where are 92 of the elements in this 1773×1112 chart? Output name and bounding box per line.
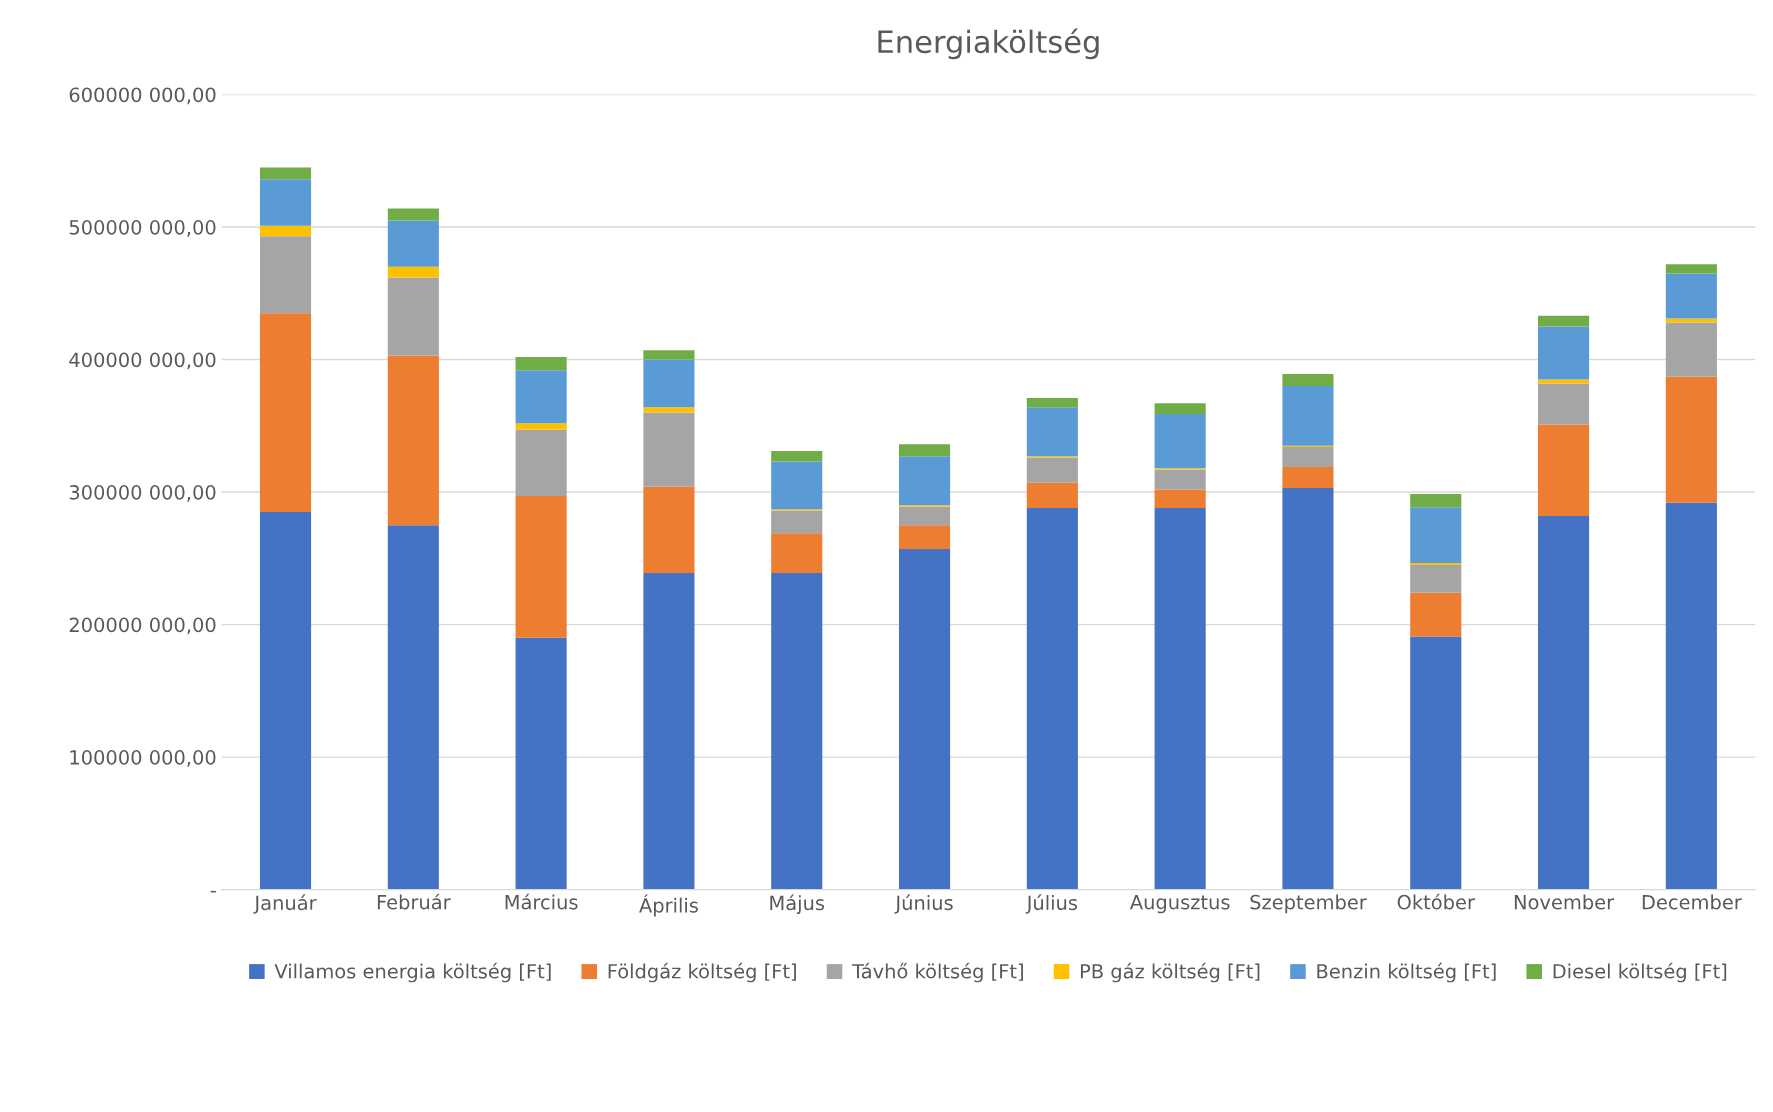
x-tick-label: Szeptember [1250, 894, 1367, 914]
bar [1282, 374, 1334, 387]
bar [1665, 273, 1717, 319]
x-tick-label: Július [1025, 894, 1078, 914]
bar [898, 456, 951, 506]
bar [1538, 315, 1590, 327]
y-tick-label: 400000 000,00 [69, 352, 216, 370]
legend-label: Villamos energia költség [Ft] [274, 962, 551, 983]
bar [1538, 515, 1590, 890]
bar [515, 423, 567, 430]
bar [1410, 636, 1462, 890]
bar [1665, 264, 1717, 274]
x-tick-label: Október [1397, 893, 1475, 910]
bar [771, 572, 823, 890]
bar [1410, 564, 1462, 593]
y-tick-label: 100000 000,00 [70, 750, 216, 767]
bar [643, 572, 695, 890]
bar [1410, 507, 1462, 563]
bar [1282, 447, 1334, 467]
bar [1665, 502, 1717, 890]
bar [1026, 457, 1078, 483]
bar [1026, 407, 1078, 457]
x-tick-label: Június [894, 894, 953, 914]
bar [898, 444, 951, 457]
bar [259, 236, 312, 314]
bar [387, 355, 439, 526]
bar [1538, 379, 1590, 384]
bar [1282, 386, 1334, 446]
bar [1410, 494, 1462, 508]
x-tick-label: Január [253, 894, 317, 914]
legend-label: Diesel költség [Ft] [1553, 962, 1727, 983]
bar [643, 486, 695, 573]
bar [1154, 403, 1206, 414]
legend-label: Benzin költség [Ft] [1317, 962, 1496, 983]
legend-label: PB gáz költség [Ft] [1080, 962, 1260, 983]
bar [387, 220, 439, 267]
bar [1282, 488, 1334, 890]
x-tick-label: Március [505, 893, 578, 910]
x-tick-label: Augusztus [1129, 895, 1230, 914]
bar [1026, 507, 1078, 890]
y-tick-label: 600000 000,00 [69, 87, 216, 105]
bar [643, 407, 695, 413]
legend-label: Földgáz költség [Ft] [608, 962, 796, 983]
y-tick-label: 500000 000,00 [69, 219, 216, 237]
x-tick-label: December [1642, 894, 1742, 910]
bar [643, 412, 695, 487]
bar [387, 525, 439, 890]
bar [1665, 322, 1717, 377]
bar [1665, 318, 1717, 323]
bar [259, 511, 312, 890]
x-tick-label: Május [770, 894, 825, 915]
bar [515, 356, 567, 371]
bar [259, 225, 312, 237]
bar [643, 359, 695, 408]
bar [387, 266, 439, 278]
y-tick-label: - [210, 890, 216, 893]
bar [387, 277, 439, 356]
bar [515, 370, 567, 424]
y-tick-label: 200000 000,00 [69, 617, 216, 635]
bar [1154, 489, 1206, 508]
bar [898, 506, 951, 526]
bar [898, 549, 951, 890]
legend-label: Távhő költség [Ft] [851, 962, 1023, 983]
bar [259, 167, 312, 180]
bar [1282, 466, 1334, 489]
bar [1154, 469, 1206, 490]
bar [771, 450, 823, 462]
bar [771, 533, 823, 573]
bar [259, 313, 312, 512]
bar [515, 637, 567, 890]
x-tick-label: November [1514, 894, 1615, 910]
x-tick-label: Február [377, 893, 451, 910]
x-tick-label: Április [639, 894, 698, 917]
bar [1538, 383, 1590, 425]
bar [643, 350, 695, 360]
bar [898, 525, 951, 550]
bar [1154, 507, 1206, 890]
bar [1026, 482, 1078, 508]
bar [1665, 376, 1717, 503]
bar [387, 208, 439, 221]
bar [515, 496, 567, 638]
bar [515, 429, 567, 497]
bar [771, 510, 823, 534]
bar [1538, 326, 1590, 380]
bar [1026, 397, 1078, 408]
bar [1538, 424, 1590, 516]
bar [1410, 592, 1462, 637]
bar [771, 461, 823, 510]
bar [259, 179, 312, 226]
bar [1154, 413, 1206, 469]
y-tick-label: 300000 000,00 [69, 485, 216, 502]
chart-title: Energiaköltség [878, 28, 1099, 60]
